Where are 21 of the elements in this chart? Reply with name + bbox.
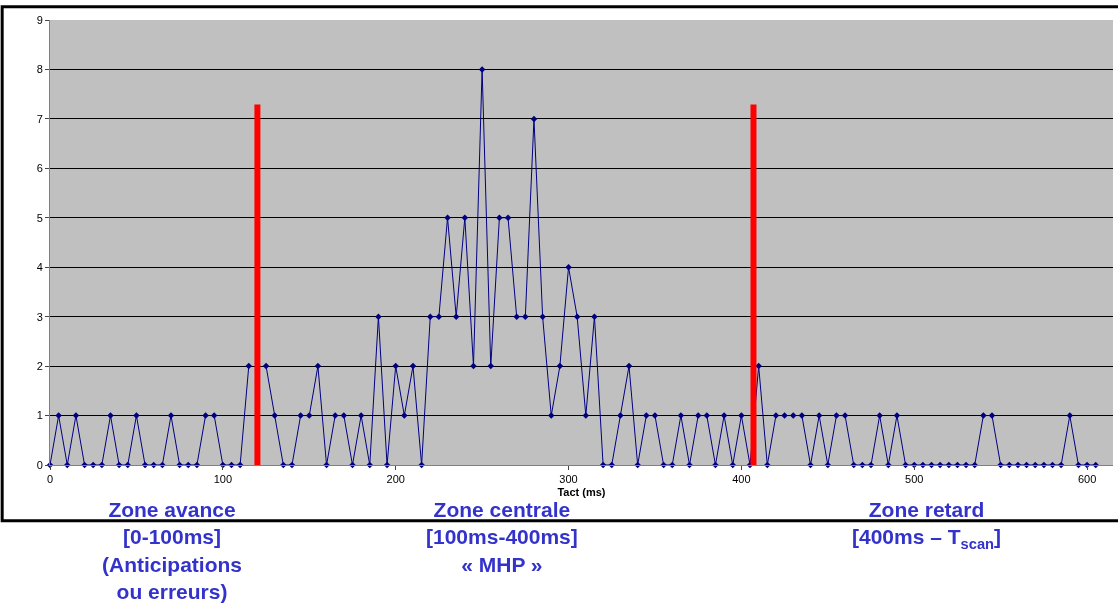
y-tick-label: 3 [36,310,43,323]
x-tick-label: 400 [732,473,751,486]
y-tick-label: 5 [36,211,43,224]
y-tick-label: 4 [36,261,43,274]
y-tick-label: 0 [36,458,43,471]
x-tick-label: 200 [386,473,405,486]
x-tick-label: 300 [559,473,578,486]
text: Zone retard [400ms – T$_{scan}$] [852,498,1002,552]
y-tick-label: 9 [36,13,43,26]
y-tick-label: 1 [36,409,43,422]
x-tick-label: 0 [46,473,54,486]
x-tick-label: 100 [213,473,233,486]
text: Zone avance [0-100ms] (Anticipations ou erreurs) [102,498,242,603]
text: Zone centrale [100ms-400ms] « MHP » [426,498,578,576]
x-tick-label: 500 [905,473,924,486]
x-tick-label: 600 [1077,473,1097,486]
y-tick-label: 6 [36,162,43,175]
y-tick-label: 2 [36,359,43,372]
y-tick-label: 7 [36,112,43,125]
x-axis-title: Tact (ms) [557,486,606,499]
y-tick-label: 8 [36,63,43,76]
